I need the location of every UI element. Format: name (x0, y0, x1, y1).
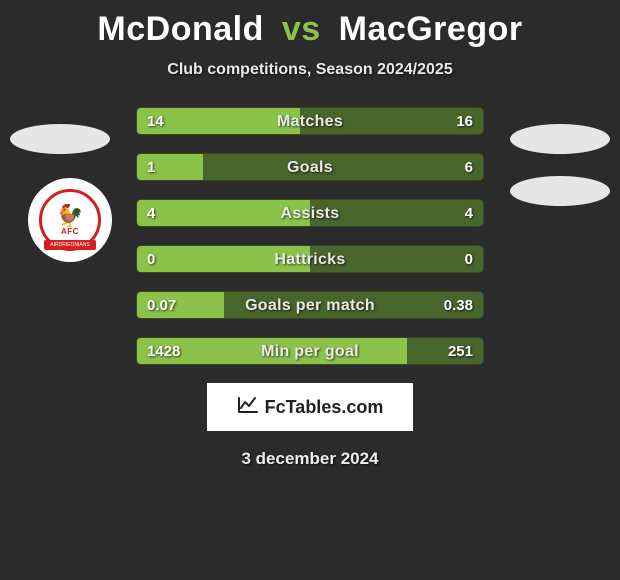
stat-label: Hattricks (137, 246, 483, 272)
stat-row: 0Hattricks0 (136, 245, 484, 273)
stat-label: Assists (137, 200, 483, 226)
right-badge-placeholder-2 (510, 176, 610, 206)
player2-name: MacGregor (339, 10, 523, 48)
stat-label: Matches (137, 108, 483, 134)
stat-value-right: 16 (446, 108, 483, 134)
stat-value-right: 4 (455, 200, 483, 226)
brand-chart-icon (237, 396, 259, 419)
club-crest: 🐓 AFC AIRDRIEONIANS (39, 189, 101, 251)
stat-label: Goals (137, 154, 483, 180)
stat-row: 1Goals6 (136, 153, 484, 181)
snapshot-date: 3 december 2024 (0, 449, 620, 469)
club-ribbon: AIRDRIEONIANS (44, 240, 96, 250)
club-code: AFC (61, 227, 79, 236)
stat-value-right: 251 (438, 338, 483, 364)
stat-value-right: 0 (455, 246, 483, 272)
vs-label: vs (282, 10, 321, 48)
comparison-title: McDonald vs MacGregor (0, 0, 620, 49)
left-badge-placeholder (10, 124, 110, 154)
stat-row: 0.07Goals per match0.38 (136, 291, 484, 319)
subtitle: Club competitions, Season 2024/2025 (0, 61, 620, 79)
stat-row: 14Matches16 (136, 107, 484, 135)
rooster-icon: 🐓 (56, 205, 83, 227)
stat-label: Goals per match (137, 292, 483, 318)
stat-label: Min per goal (137, 338, 483, 364)
stat-row: 4Assists4 (136, 199, 484, 227)
left-club-logo: 🐓 AFC AIRDRIEONIANS (28, 178, 112, 262)
right-badge-placeholder-1 (510, 124, 610, 154)
stat-value-right: 6 (455, 154, 483, 180)
stat-row: 1428Min per goal251 (136, 337, 484, 365)
player1-name: McDonald (97, 10, 263, 48)
brand-box[interactable]: FcTables.com (207, 383, 413, 431)
brand-text: FcTables.com (265, 397, 384, 418)
stat-value-right: 0.38 (434, 292, 483, 318)
stat-bars: 14Matches16 1Goals6 4Assists4 0Hattricks0 0.… (136, 107, 484, 365)
